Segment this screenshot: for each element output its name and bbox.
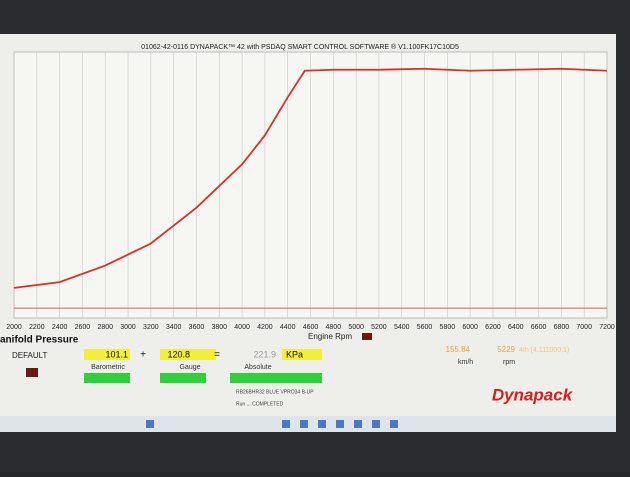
rpm: 5229 xyxy=(497,345,515,354)
x-tick-label: 2600 xyxy=(75,324,91,331)
x-tick-label: 7000 xyxy=(576,324,592,331)
axis-menu[interactable] xyxy=(362,333,372,340)
x-tick-label: 3200 xyxy=(143,324,159,331)
x-tick-label: 5400 xyxy=(394,324,410,331)
value-box xyxy=(282,349,322,360)
absolute: 221.9 xyxy=(253,349,276,359)
x-tick-label: 4200 xyxy=(257,324,273,331)
x-tick-label: 5000 xyxy=(348,324,364,331)
x-tick-label: 6800 xyxy=(554,324,570,331)
x-tick-label: 4800 xyxy=(326,324,342,331)
panel-title: anifold Pressure xyxy=(0,335,79,346)
gauge-label: Gauge xyxy=(179,364,200,371)
speed: 155.84 xyxy=(446,345,471,354)
x-tick-label: 3400 xyxy=(166,324,182,331)
green-box xyxy=(230,373,322,383)
x-tick-label: 4600 xyxy=(303,324,319,331)
green-box xyxy=(160,373,206,383)
equals: = xyxy=(214,350,220,361)
data-line xyxy=(13,67,608,289)
x-tick-label: 3800 xyxy=(211,324,227,331)
x-axis-label: Engine Rpm xyxy=(308,332,352,341)
logo: Dynapack xyxy=(492,385,574,404)
preset: DEFAULT xyxy=(12,351,48,360)
taskbar-icons[interactable] xyxy=(146,420,398,428)
rpm-unit: rpm xyxy=(503,359,515,366)
plus: + xyxy=(140,350,146,361)
x-tick-label: 6400 xyxy=(508,324,524,331)
chart-title: 01062-42-0116 DYNAPACK™ 42 with PSDAQ SM… xyxy=(141,43,459,51)
x-tick-label: 2400 xyxy=(52,324,68,331)
barometric-label: Barometric xyxy=(91,364,125,371)
x-tick-label: 5200 xyxy=(371,324,387,331)
gauge: 120.8 xyxy=(167,349,190,359)
x-tick-label: 3600 xyxy=(189,324,205,331)
x-tick-label: 4400 xyxy=(280,324,296,331)
value-box xyxy=(84,349,130,360)
barometric: 101.1 xyxy=(105,349,128,359)
x-tick-label: 6000 xyxy=(462,324,478,331)
x-tick-label: 5600 xyxy=(417,324,433,331)
x-tick-label: 2800 xyxy=(97,324,113,331)
x-tick-label: 2200 xyxy=(29,324,45,331)
absolute-label: Absolute xyxy=(244,364,271,371)
x-tick-label: 3000 xyxy=(120,324,136,331)
run-status: Run ... COMPLETED xyxy=(236,401,284,407)
x-tick-label: 7200 xyxy=(599,324,615,331)
unit: KPa xyxy=(286,349,303,359)
speed-unit: km/h xyxy=(458,359,473,366)
gear: 4th (4.111000:1) xyxy=(519,347,569,354)
value-box xyxy=(160,349,216,360)
green-box xyxy=(84,373,130,383)
vehicle: RB26BHR32 BLUE VPRO34 B-UP xyxy=(236,389,314,395)
menu-icon[interactable] xyxy=(26,368,38,377)
x-tick-label: 4000 xyxy=(234,324,250,331)
x-tick-label: 6600 xyxy=(531,324,547,331)
x-tick-label: 5800 xyxy=(440,324,456,331)
x-tick-label: 2000 xyxy=(6,324,22,331)
x-tick-label: 6200 xyxy=(485,324,501,331)
